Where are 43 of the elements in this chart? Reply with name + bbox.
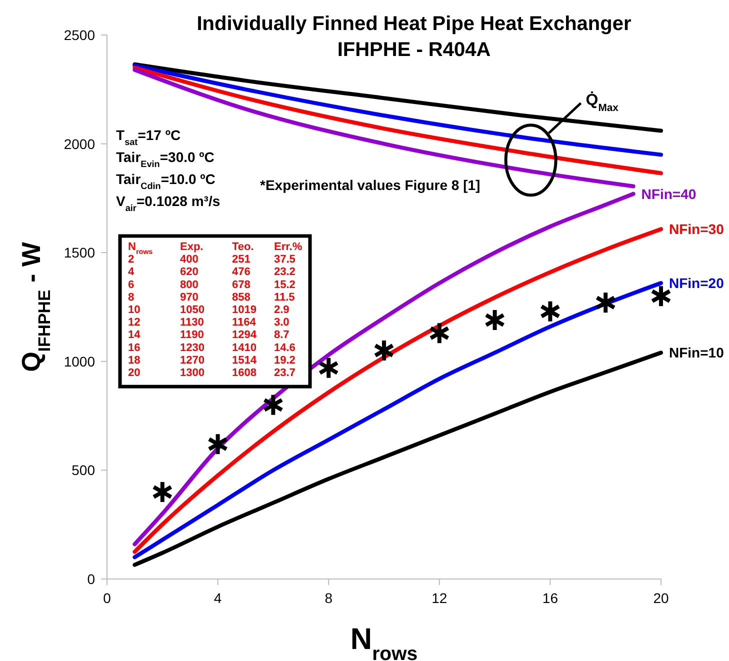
x-tick-label: 4 [214,590,222,606]
point [262,392,284,417]
series-label: NFin=20 [669,275,724,292]
point [594,290,616,315]
annotation: T$_{sat}$=17 ºC [116,127,181,147]
text: 20 1300 1608 23.7 [128,367,296,379]
annotation: Q̇$_{Max}$ [586,90,619,114]
text: 18 1270 1514 19.2 [128,354,296,366]
chart-subtitle: IFHPHE - R404A [337,39,491,61]
annotation: Tair$_{Evin}$=30.0 ºC [116,149,214,169]
chart-title: Individually Finned Heat Pipe Heat Exchanger [196,13,632,35]
y-tick-label: 2500 [64,27,96,43]
x-tick-label: 8 [324,590,333,606]
x-tick-label: 16 [542,590,558,606]
point [318,356,340,380]
text: 14 1190 1294 8.7 [128,329,290,342]
series-label: NFin=10 [669,344,724,361]
annotation: V$_{air}$=0.1028 m³/s [116,193,220,213]
y-tick-label: 2000 [64,136,96,152]
series-label: NFin=30 [669,221,724,238]
text: 16 1230 1410 14.6 [128,342,296,354]
x-tick-label: 0 [103,590,112,606]
y-tick-label: 0 [87,571,96,587]
point [540,299,561,324]
text: 2 400 251 37.5 [128,254,296,266]
x-tick-label: 12 [432,590,448,606]
text: 4 620 476 23.2 [128,266,296,278]
text: 10 1050 1019 2.9 [128,304,290,316]
text: 12 1130 1164 3.0 [128,316,290,329]
point [428,321,450,346]
x-axis-title: N$_{rows}$ [350,623,418,661]
text: 8 970 858 11.5 [128,291,295,304]
series-label: NFin=40 [641,186,696,202]
point [650,284,672,308]
text: 6 800 678 15.2 [128,278,296,291]
annotation: Tair$_{Cdin}$=10.0 ºC [116,171,216,191]
annotation: *Experimental values Figure 8 [1] [260,177,480,193]
x-tick-label: 20 [653,590,669,606]
y-tick-label: 500 [72,462,96,478]
y-tick-label: 1000 [64,353,96,370]
y-tick-label: 1500 [64,244,96,261]
point [207,432,228,456]
text: N$_{rows}$ Exp. Teo. Err.% [128,241,302,256]
